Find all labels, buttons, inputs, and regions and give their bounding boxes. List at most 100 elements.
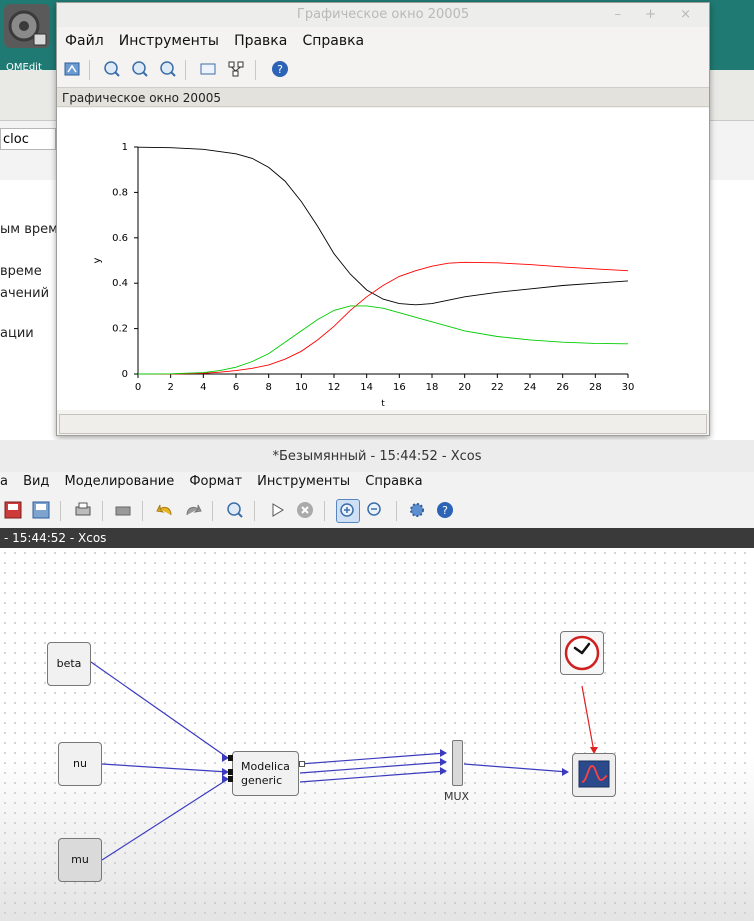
input-port: [228, 769, 233, 775]
link-modelica-mux-1[interactable]: [299, 752, 447, 765]
link-beta-modelica[interactable]: [90, 661, 229, 759]
omedit-app-label: OMEdit: [6, 62, 42, 73]
series-line-1: [137, 146, 629, 306]
toolbar-icon[interactable]: [159, 60, 177, 78]
mu-block[interactable]: mu: [58, 838, 102, 882]
stop-icon: [297, 502, 313, 518]
toolbar-separator: [254, 501, 255, 521]
graphic-window-menubar: Файл Инструменты Правка Справка: [57, 29, 366, 53]
toolbar-icon[interactable]: [366, 501, 384, 519]
x-tick-label: 10: [295, 382, 308, 393]
mux-block[interactable]: [452, 740, 463, 786]
scope-block[interactable]: [572, 753, 616, 797]
window-controls[interactable]: – + ×: [614, 7, 701, 22]
toolbar-icon[interactable]: [296, 501, 314, 519]
link-clock-scope[interactable]: [581, 685, 595, 753]
toolbar-icon[interactable]: ?: [436, 501, 454, 519]
line-chart: 0 2 4 6 8 10 12 14 16 18 20 22 24 26 28 3000.20.40.60.8…: [92, 142, 635, 409]
series-line-2: [138, 261, 629, 375]
beta-block-label: beta: [56, 657, 82, 670]
toolbar-icon[interactable]: [131, 60, 149, 78]
link-modelica-mux-2[interactable]: [299, 761, 447, 774]
graphic-window-tab[interactable]: Графическое окно 20005: [57, 87, 709, 107]
mu-block-label: mu: [71, 853, 89, 866]
menu-tools[interactable]: Инструменты: [257, 474, 351, 489]
x-tick-label: 2: [167, 382, 173, 393]
menu-format[interactable]: Формат: [189, 474, 243, 489]
toolbar-icon[interactable]: [103, 60, 121, 78]
toolbar-icon[interactable]: [114, 501, 132, 519]
toolbar-icon[interactable]: [156, 501, 174, 519]
toolbar-separator: [255, 60, 256, 80]
printer-disabled-icon: [115, 506, 131, 516]
clock-block[interactable]: [560, 631, 604, 675]
x-tick-label: 14: [360, 382, 373, 393]
omedit-text-line: време: [0, 264, 42, 279]
svg-text:?: ?: [442, 504, 448, 517]
toolbar-icon[interactable]: [408, 501, 426, 519]
y-tick-label: 0: [122, 369, 128, 380]
toolbar-icon[interactable]: [226, 501, 244, 519]
link-mu-modelica[interactable]: [101, 778, 229, 861]
toolbar-icon[interactable]: [32, 501, 50, 519]
toolbar-separator: [142, 501, 143, 521]
graphic-window: Графическое окно 20005 – + × Файл Инстру…: [56, 2, 710, 436]
diagram-links: [90, 661, 598, 861]
nu-block[interactable]: nu: [58, 742, 102, 786]
omedit-search-input[interactable]: cloc: [0, 128, 56, 150]
svg-text:?: ?: [277, 63, 283, 76]
x-tick-label: 0: [135, 382, 141, 393]
graphic-window-title: Графическое окно 20005: [57, 3, 709, 27]
omedit-app-icon[interactable]: [4, 4, 50, 48]
menu-help[interactable]: Справка: [302, 33, 365, 49]
xcos-tab[interactable]: - 15:44:52 - Xcos: [0, 528, 754, 548]
toolbar-separator: [212, 501, 213, 521]
toolbar-icon[interactable]: ?: [271, 60, 289, 78]
save-as-icon: [32, 501, 50, 519]
y-tick-label: 1: [122, 142, 128, 153]
zoom-out-icon: [367, 502, 381, 516]
menu-tools[interactable]: Инструменты: [118, 33, 219, 49]
arrow-head: [222, 775, 229, 783]
x-tick-label: 26: [556, 382, 569, 393]
toolbar-icon[interactable]: [199, 60, 217, 78]
x-tick-label: 24: [524, 382, 537, 393]
status-bar: [59, 414, 707, 434]
series-line-3: [137, 305, 629, 375]
scope-icon: [578, 760, 610, 788]
zoom-in-icon: [340, 503, 354, 517]
menu-file[interactable]: Файл: [65, 33, 104, 49]
beta-block[interactable]: beta: [47, 642, 91, 686]
x-tick-label: 4: [200, 382, 206, 393]
link-mux-scope[interactable]: [463, 763, 569, 773]
menu-simulation[interactable]: Моделирование: [64, 474, 175, 489]
input-port: [228, 776, 233, 782]
fit-diagram-icon: [227, 502, 243, 518]
x-tick-label: 12: [328, 382, 341, 393]
toolbar-icon[interactable]: [268, 501, 286, 519]
toolbar-icon[interactable]: [184, 501, 202, 519]
play-icon: [272, 503, 284, 517]
toolbar-icon[interactable]: [227, 60, 245, 78]
link-nu-modelica[interactable]: [101, 763, 229, 773]
modelica-generic-block[interactable]: Modelica generic: [232, 751, 299, 796]
menu-partial[interactable]: а: [0, 474, 8, 489]
arrow-head: [590, 747, 598, 754]
menu-edit[interactable]: Правка: [234, 33, 288, 49]
omedit-text-line: ачений: [0, 286, 50, 301]
toolbar-separator: [185, 60, 186, 80]
x-tick-label: 16: [393, 382, 406, 393]
toolbar-icon[interactable]: [336, 499, 360, 523]
toolbar-icon[interactable]: [63, 60, 81, 78]
x-tick-label: 8: [265, 382, 271, 393]
xcos-diagram-canvas[interactable]: beta nu mu Modelica generic MUX: [0, 548, 754, 921]
menu-help[interactable]: Справка: [365, 474, 423, 489]
print-icon: [75, 502, 91, 516]
arrow-head: [222, 768, 229, 776]
input-port: [228, 755, 233, 761]
x-tick-label: 30: [622, 382, 635, 393]
toolbar-icon[interactable]: [4, 501, 22, 519]
toolbar-icon[interactable]: [74, 501, 92, 519]
menu-view[interactable]: Вид: [23, 474, 50, 489]
link-modelica-mux-3[interactable]: [299, 770, 447, 783]
